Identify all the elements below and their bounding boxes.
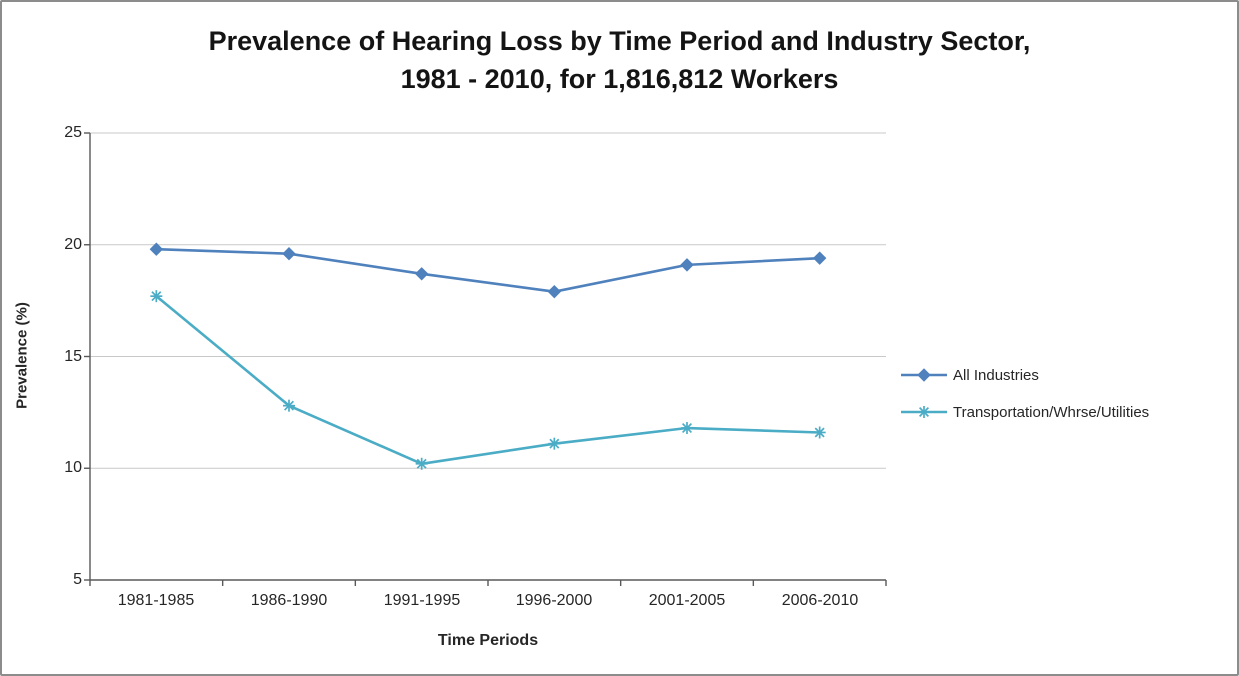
- chart-title: Prevalence of Hearing Loss by Time Perio…: [2, 22, 1237, 98]
- legend-marker-glyph: [901, 406, 947, 418]
- x-tick-label: 2001-2005: [648, 592, 726, 609]
- legend-marker-glyph: [901, 368, 947, 382]
- legend-marker-all-industries: [900, 368, 948, 382]
- data-point-marker: [283, 399, 295, 412]
- x-tick-label: 1996-2000: [515, 592, 593, 609]
- y-tick-label: 5: [73, 571, 82, 588]
- x-tick-label: 1991-1995: [383, 592, 461, 609]
- data-point-marker: [812, 251, 827, 265]
- data-point-marker: [813, 426, 826, 439]
- legend-item-all-industries: All Industries: [900, 362, 1236, 388]
- legend-label: Transportation/Whrse/Utilities: [953, 403, 1150, 421]
- x-axis-title: Time Periods: [437, 632, 539, 649]
- series-line: [155, 294, 821, 466]
- data-point-marker: [150, 290, 163, 303]
- legend-label: All Industries: [953, 366, 1039, 384]
- chart-title-line1: Prevalence of Hearing Loss by Time Perio…: [208, 26, 1031, 56]
- y-tick-label: 15: [64, 348, 82, 365]
- series-transportation-whrse-utilities: [150, 290, 826, 470]
- data-point-marker: [547, 284, 562, 299]
- series-line: [155, 247, 821, 293]
- y-tick-label: 20: [64, 236, 82, 253]
- data-point-marker: [681, 422, 693, 435]
- data-point-marker: [415, 457, 428, 470]
- y-axis-title: Prevalence (%): [13, 302, 31, 409]
- data-point-marker: [149, 242, 164, 256]
- data-point-marker: [282, 246, 296, 261]
- chart-title-line2: 1981 - 2010, for 1,816,812 Workers: [400, 64, 839, 94]
- data-point-marker: [414, 267, 429, 281]
- data-point-marker: [918, 406, 930, 418]
- legend-item-transportation: Transportation/Whrse/Utilities: [900, 399, 1236, 425]
- x-tick-label: 1981-1985: [117, 592, 195, 609]
- legend-marker-transportation: [900, 405, 948, 419]
- data-point-marker: [917, 368, 931, 382]
- x-tick-label: 1986-1990: [250, 592, 328, 609]
- y-tick-label: 25: [64, 124, 82, 141]
- chart-legend: All Industries Transportation/Whrse/Util…: [900, 362, 1236, 436]
- data-point-marker: [548, 437, 561, 450]
- data-point-marker: [680, 258, 694, 272]
- y-tick-label: 10: [64, 459, 82, 476]
- series-all-industries: [149, 242, 827, 299]
- x-tick-label: 2006-2010: [781, 592, 859, 609]
